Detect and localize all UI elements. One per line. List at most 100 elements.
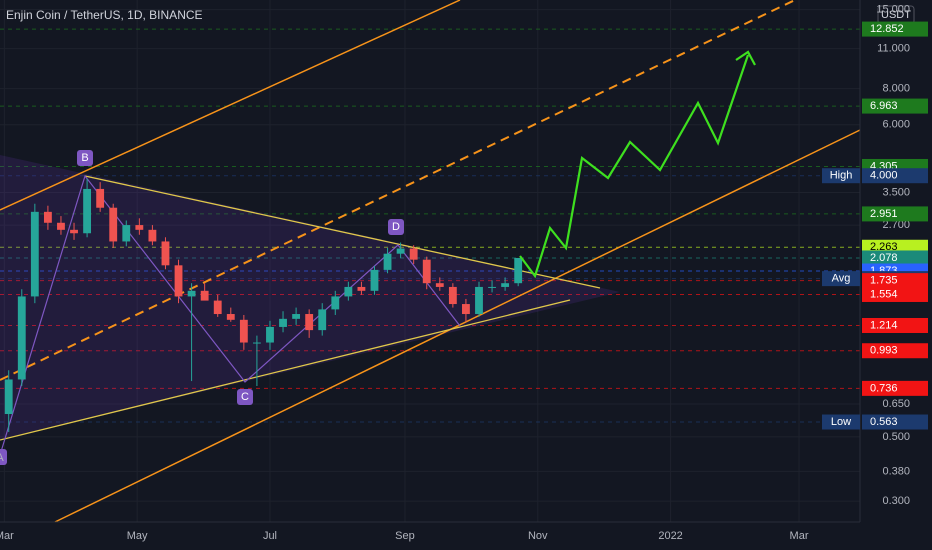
- candle-body: [252, 342, 261, 344]
- candle-body: [226, 314, 235, 320]
- price-label: 0.736: [870, 382, 898, 394]
- price-tag-box: [822, 414, 860, 430]
- axis-labels: Mar May Jul Sep Nov 2022 Mar 15.000 11.000 8.000 6…: [0, 4, 928, 542]
- abcd-pattern: [0, 174, 461, 456]
- candle-body: [514, 257, 523, 284]
- y-tick-label: 3.500: [882, 186, 910, 198]
- candle-body: [331, 296, 340, 310]
- price-label-box: [862, 286, 928, 302]
- price-label-box: [862, 380, 928, 396]
- price-label: 12.852: [870, 23, 904, 35]
- price-label-box: [862, 98, 928, 114]
- x-tick-label: 2022: [658, 530, 682, 542]
- price-label-box: [862, 343, 928, 359]
- candle-body: [370, 269, 379, 291]
- y-tick-label: 0.500: [882, 431, 910, 443]
- currency-label[interactable]: USDT: [881, 9, 911, 21]
- y-tick-label: 15.000: [876, 4, 910, 16]
- candle-body: [70, 229, 78, 234]
- candle-body: [57, 222, 65, 230]
- pattern-marker: A: [0, 449, 7, 465]
- pattern-marker: C: [237, 389, 253, 405]
- candle-body: [96, 188, 105, 208]
- price-label: 2.951: [870, 208, 898, 220]
- pattern-marker: D: [388, 219, 404, 235]
- candle-body: [383, 253, 392, 270]
- candle-body: [318, 309, 327, 331]
- price-label: 6.963: [870, 100, 898, 112]
- candle-body: [4, 379, 13, 415]
- candle-body: [161, 241, 170, 266]
- x-tick-label: Jul: [263, 530, 277, 542]
- price-label: 4.000: [870, 170, 898, 182]
- candle-body: [122, 225, 131, 242]
- candle-body: [213, 300, 222, 315]
- x-tick-label: May: [127, 530, 148, 542]
- candle-body: [135, 225, 144, 230]
- candle-body: [409, 248, 418, 260]
- price-tag: High: [830, 170, 853, 182]
- candle-body: [488, 286, 496, 288]
- channel-top: [0, 0, 461, 211]
- candle-body: [501, 283, 510, 287]
- candle-body: [109, 207, 118, 242]
- candle-body: [305, 314, 314, 331]
- price-label: 2.263: [870, 241, 898, 253]
- y-tick-label: 6.000: [882, 119, 910, 131]
- price-label: 0.563: [870, 416, 898, 428]
- triangle-upper: [84, 175, 601, 289]
- candle-body: [357, 286, 366, 291]
- candle-body: [475, 286, 483, 315]
- channel-bottom: [54, 129, 861, 523]
- price-label: 0.993: [870, 345, 898, 357]
- x-tick-label: Mar: [790, 530, 809, 542]
- candle-body: [83, 188, 92, 234]
- projection-arrow: [735, 50, 756, 66]
- y-tick-label: 0.380: [882, 465, 910, 477]
- candle-body: [30, 211, 39, 297]
- candle-body: [448, 286, 457, 305]
- x-tick-label: Nov: [528, 530, 548, 542]
- price-label: 2.078: [870, 252, 898, 264]
- y-tick-label: 11.000: [877, 43, 910, 55]
- y-tick-label: 0.300: [882, 495, 910, 507]
- candle-body: [422, 259, 431, 284]
- candle-body: [279, 318, 287, 327]
- candle-body: [266, 326, 274, 343]
- price-tag-box: [822, 271, 860, 287]
- price-tag: Avg: [832, 273, 851, 285]
- candle-body: [292, 314, 301, 319]
- price-label: 1.554: [870, 288, 898, 300]
- price-label-box: [862, 414, 928, 430]
- price-label: 1.735: [870, 275, 898, 287]
- candle-body: [200, 290, 209, 301]
- triangle-fill: [0, 155, 620, 440]
- pattern-label: C: [241, 391, 249, 403]
- y-tick-label: 8.000: [882, 83, 910, 95]
- candle-body: [174, 265, 183, 297]
- projection: [519, 54, 750, 279]
- price-label-box: [862, 317, 928, 333]
- candle-body: [435, 283, 444, 287]
- y-tick-label: 0.650: [882, 398, 910, 410]
- candle-body: [148, 229, 157, 242]
- candle-body: [43, 211, 52, 223]
- pattern-label: B: [81, 152, 88, 164]
- price-label-box: [862, 168, 928, 184]
- channel-mid: [0, 0, 796, 381]
- y-tick-label: 2.700: [882, 219, 910, 231]
- candle-body: [187, 290, 196, 297]
- pattern-label: D: [392, 221, 400, 233]
- x-tick-label: Mar: [0, 530, 14, 542]
- candle-body: [462, 304, 470, 315]
- price-tag-box: [822, 168, 860, 184]
- pattern-label: A: [0, 452, 4, 464]
- price-label-box: [862, 21, 928, 37]
- price-label-box: [862, 273, 928, 289]
- price-label-box: [862, 206, 928, 222]
- triangle-lower: [0, 299, 571, 441]
- chart-title: Enjin Coin / TetherUS, 1D, BINANCE: [6, 8, 203, 22]
- pattern-marker: B: [77, 150, 93, 166]
- candle-body: [239, 319, 248, 343]
